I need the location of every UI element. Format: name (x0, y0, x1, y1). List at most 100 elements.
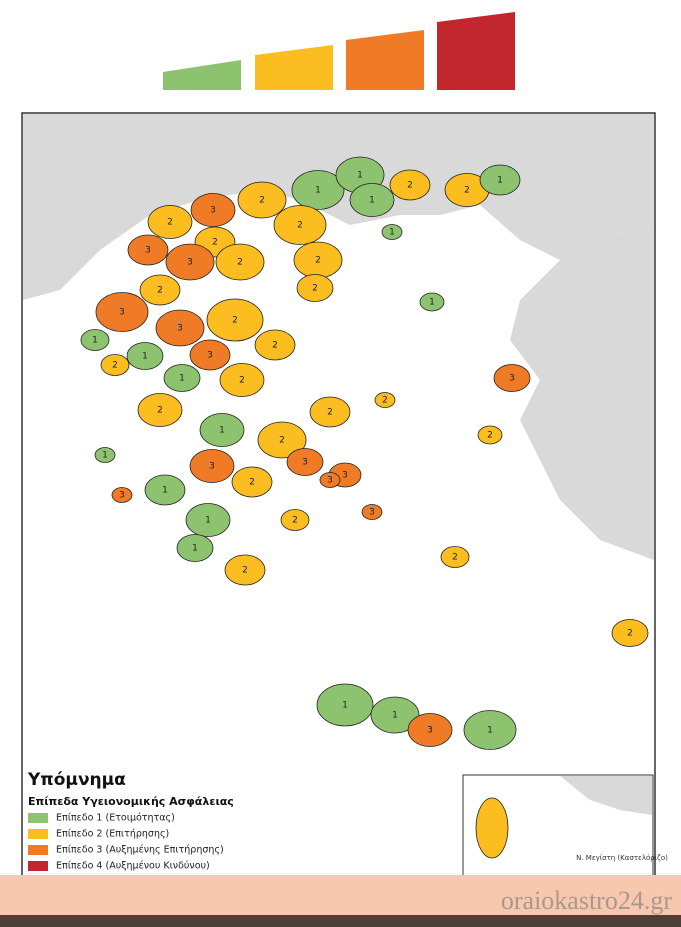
region (137, 393, 183, 427)
region (479, 164, 521, 196)
region-level: 1 (429, 298, 435, 308)
region (349, 183, 395, 217)
region-level: 1 (219, 426, 225, 436)
region-level: 3 (209, 462, 215, 472)
region-level: 2 (315, 256, 321, 266)
region-level: 1 (357, 171, 363, 181)
region (80, 329, 110, 351)
inset-land (560, 776, 652, 815)
region-level: 2 (382, 396, 388, 406)
region-level: 2 (167, 218, 173, 228)
region-level: 2 (464, 186, 470, 196)
legend-swatch (28, 845, 48, 855)
region-level: 1 (369, 196, 375, 206)
region (611, 619, 649, 647)
region (139, 274, 181, 306)
region (165, 243, 215, 281)
region (257, 421, 307, 459)
region-level: 3 (302, 458, 308, 468)
land-north (23, 114, 654, 300)
region (199, 413, 245, 447)
region-level: 2 (242, 566, 248, 576)
region-level: 1 (392, 711, 398, 721)
inset-label: Ν. Μεγίστη (Καστελόριζο) (576, 854, 668, 862)
region-level: 3 (119, 308, 125, 318)
region (126, 342, 164, 370)
region-level: 2 (272, 341, 278, 351)
region-level: 1 (497, 176, 503, 186)
region-level: 3 (369, 508, 375, 518)
region (475, 797, 509, 859)
region (127, 234, 169, 266)
legend-swatch (28, 829, 48, 839)
region-level: 2 (312, 284, 318, 294)
region (190, 193, 236, 227)
land-east (510, 230, 654, 560)
region (185, 503, 231, 537)
region-level: 2 (157, 406, 163, 416)
region-level: 3 (427, 726, 433, 736)
region-level: 1 (487, 726, 493, 736)
region (381, 224, 403, 240)
region (291, 170, 345, 210)
region (316, 683, 374, 727)
legend-title: Υπόμνημα (27, 770, 126, 790)
region-level: 2 (249, 478, 255, 488)
region (155, 309, 205, 347)
region (163, 364, 201, 392)
region (370, 696, 420, 734)
region-level: 2 (297, 221, 303, 231)
region-level: 3 (119, 491, 125, 501)
region (309, 396, 351, 428)
region-level: 1 (315, 186, 321, 196)
region-level: 3 (509, 374, 515, 384)
watermark: oraiokastro24.gr (501, 886, 672, 915)
legend-label: Επίπεδο 2 (Επιτήρησης) (56, 829, 169, 840)
region-level: 1 (142, 352, 148, 362)
legend-swatch (28, 813, 48, 823)
region-level: 1 (102, 451, 108, 461)
region (463, 710, 517, 750)
region (477, 425, 503, 445)
region (374, 392, 396, 408)
legend-swatch (28, 861, 48, 871)
region (95, 292, 149, 332)
region-level: 3 (145, 246, 151, 256)
region (319, 472, 341, 488)
region (176, 534, 214, 562)
level-bar (346, 30, 424, 90)
region (273, 205, 327, 245)
region-level: 2 (237, 258, 243, 268)
region (219, 363, 265, 397)
region (94, 447, 116, 463)
region-level: 1 (192, 544, 198, 554)
region (189, 449, 235, 483)
region-level: 2 (327, 408, 333, 418)
level-bar (437, 12, 515, 90)
region-level: 1 (342, 701, 348, 711)
region-level: 2 (487, 431, 493, 441)
region-level: 2 (232, 316, 238, 326)
region-level: 1 (179, 374, 185, 384)
region (389, 169, 431, 201)
region (147, 205, 193, 239)
legend-subtitle: Επίπεδα Υγειονομικής Ασφάλειας (28, 795, 234, 808)
region (237, 181, 287, 219)
region-level: 2 (157, 286, 163, 296)
legend-label: Επίπεδο 4 (Αυξημένου Κινδύνου) (56, 861, 210, 872)
region-level: 2 (292, 516, 298, 526)
region (189, 339, 231, 371)
region-level: 3 (187, 258, 193, 268)
level-bar (163, 60, 241, 90)
region-level: 2 (239, 376, 245, 386)
region (361, 504, 383, 520)
region (144, 474, 186, 506)
region-level: 2 (279, 436, 285, 446)
region-level: 1 (162, 486, 168, 496)
region-level: 3 (177, 324, 183, 334)
region-level: 1 (92, 336, 98, 346)
region (286, 448, 324, 476)
region (224, 554, 266, 586)
region (100, 354, 130, 376)
